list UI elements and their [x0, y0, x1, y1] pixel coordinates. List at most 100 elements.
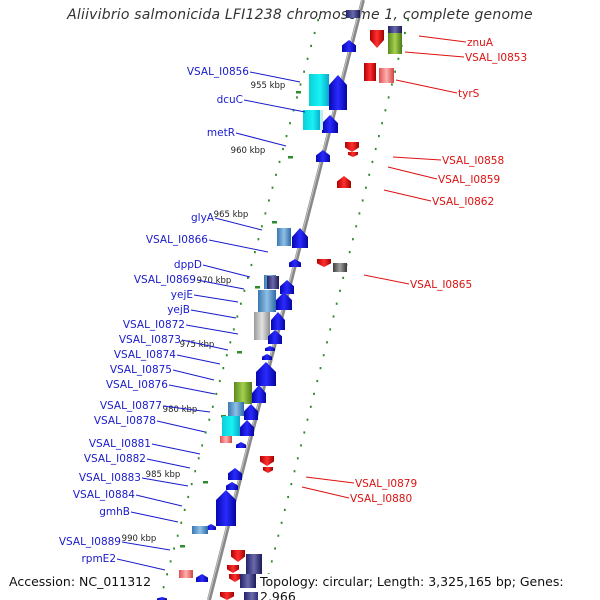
inner-tick-mark — [313, 31, 316, 35]
inner-tick-mark — [190, 483, 193, 486]
gene-box — [303, 110, 321, 130]
forward-gene-arrow — [280, 280, 294, 294]
inner-tick-mark — [183, 508, 186, 511]
forward-gene-arrow — [289, 259, 301, 267]
reverse-gene-arrow — [231, 550, 245, 562]
reverse-gene-arrow — [227, 565, 239, 573]
right-gene-label: VSAL_I0853 — [465, 52, 527, 64]
label-leader-line — [172, 369, 215, 381]
inner-tick-mark — [285, 135, 288, 138]
gene-box — [379, 68, 394, 83]
gene-box — [346, 10, 360, 18]
forward-gene-arrow — [244, 404, 258, 420]
forward-gene-arrow — [206, 524, 216, 530]
gene-box — [333, 263, 347, 272]
left-gene-label: VSAL_I0883 — [79, 472, 141, 484]
outer-tick-mark — [326, 341, 328, 344]
outer-tick-mark — [361, 199, 364, 202]
inner-tick-mark — [310, 44, 312, 47]
outer-tick-mark — [335, 302, 338, 305]
reverse-gene-arrow — [220, 592, 234, 600]
outer-tick-mark — [355, 225, 358, 228]
outer-tick-mark — [300, 444, 302, 447]
inner-tick-mark — [261, 225, 263, 228]
outer-tick-mark — [303, 431, 306, 434]
left-gene-label: VSAL_I0869 — [134, 274, 196, 286]
label-leader-line — [404, 51, 465, 58]
label-leader-line — [202, 264, 251, 278]
label-leader-line — [176, 354, 221, 365]
label-leader-line — [156, 420, 206, 433]
right-gene-label: VSAL_I0880 — [350, 493, 412, 505]
inner-tick-mark — [208, 418, 211, 421]
forward-gene-arrow — [216, 490, 236, 526]
gene-box — [246, 554, 262, 574]
inner-tick-mark — [292, 109, 295, 112]
forward-gene-arrow — [322, 115, 338, 133]
inner-tick-mark — [176, 534, 179, 537]
inner-tick-mark — [225, 354, 228, 357]
outer-tick-mark — [404, 31, 406, 35]
outer-tick-mark — [280, 521, 283, 524]
outer-tick-mark — [384, 109, 387, 112]
label-leader-line — [185, 324, 239, 335]
inner-tick-mark — [169, 560, 172, 563]
inner-tick-mark — [173, 547, 175, 550]
inner-tick-mark — [211, 405, 214, 408]
reverse-gene-arrow — [337, 176, 351, 188]
forward-gene-arrow — [292, 228, 308, 248]
right-gene-label: tyrS — [458, 88, 480, 100]
outer-tick-mark — [309, 405, 312, 408]
gene-box — [364, 63, 376, 81]
kbp-tick-label: 960 kbp — [231, 146, 266, 156]
gene-box — [179, 570, 193, 578]
right-gene-label: VSAL_I0859 — [438, 174, 500, 186]
left-gene-label: VSAL_I0873 — [119, 334, 181, 346]
map-title: Aliivibrio salmonicida LFI1238 chromosom… — [67, 7, 533, 23]
outer-tick-mark — [339, 289, 341, 292]
outer-tick-mark — [313, 392, 315, 395]
label-leader-line — [395, 79, 458, 94]
left-gene-label: glyA — [191, 212, 215, 224]
left-gene-label: VSAL_I0876 — [106, 379, 168, 391]
reverse-gene-arrow — [317, 259, 331, 267]
outer-tick-mark — [283, 508, 286, 511]
kbp-tick-label: 990 kbp — [122, 534, 157, 544]
label-leader-line — [162, 405, 211, 413]
left-gene-label: VSAL_I0874 — [114, 349, 176, 361]
left-gene-label: VSAL_I0884 — [73, 489, 135, 501]
inner-tick-mark — [257, 238, 260, 241]
inner-tick-mark — [180, 521, 183, 524]
right-gene-label: VSAL_I0879 — [355, 478, 417, 490]
label-leader-line — [130, 511, 179, 523]
inner-tick-mark — [204, 431, 207, 434]
outer-tick-mark — [407, 19, 409, 22]
inner-tick-mark — [271, 186, 274, 189]
forward-gene-arrow — [276, 292, 292, 310]
kbp-tick-label: 955 kbp — [251, 81, 286, 91]
outer-tick-mark — [358, 212, 361, 215]
inner-tick-mark — [201, 444, 204, 447]
reverse-gene-arrow — [229, 574, 241, 582]
inner-tick-mark — [268, 199, 270, 202]
inner-tick-mark — [275, 173, 277, 176]
reverse-gene-arrow — [263, 467, 273, 473]
left-gene-label: metR — [207, 127, 235, 139]
gene-box — [388, 32, 402, 54]
gene-box — [309, 74, 329, 106]
outer-tick-mark — [290, 483, 293, 486]
label-leader-lines — [116, 35, 467, 571]
gene-box — [240, 574, 256, 588]
left-gene-label: VSAL_I0872 — [123, 319, 185, 331]
label-track: VSAL_I0856 dcuC metR glyA VSAL_I0866 dppD VSAL… — [59, 37, 527, 565]
gene-box — [228, 402, 244, 416]
left-gene-label: VSAL_I0878 — [94, 415, 156, 427]
outer-tick-mark — [319, 367, 322, 370]
label-leader-line — [383, 189, 432, 202]
inner-tick-mark — [243, 289, 246, 292]
inner-tick-mark — [162, 586, 165, 589]
inner-tick-mark — [229, 341, 232, 344]
gene-box — [244, 592, 260, 600]
inner-tick-mark — [218, 379, 221, 383]
left-gene-label: gmhB — [99, 506, 130, 518]
